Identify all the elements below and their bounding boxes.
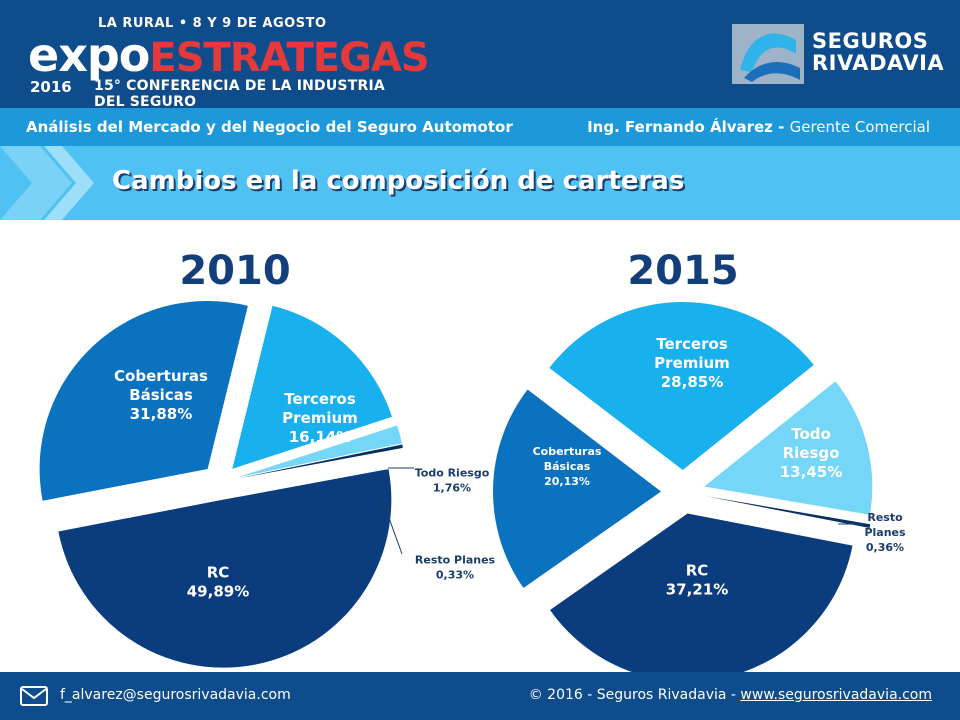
company-name-line1: SEGUROS	[812, 29, 929, 53]
top-header: LA RURAL • 8 Y 9 DE AGOSTO expoESTRATEGA…	[0, 0, 960, 110]
speaker-name: Ing. Fernando Álvarez -	[587, 118, 790, 136]
contact-email: f_alvarez@segurosrivadavia.com	[60, 687, 291, 703]
event-name: expoESTRATEGAS	[28, 32, 430, 81]
slice-value-resto-planes-2010: 0,33%	[436, 569, 474, 582]
slice-label-resto-planes-2010: Resto Planes	[415, 554, 496, 567]
chart-title-2010: 2010	[179, 248, 290, 294]
slice-value-coberturas-basicas-2015: 20,13%	[544, 475, 590, 488]
company-name: SEGUROS RIVADAVIA	[812, 30, 944, 74]
leader-line-resto-planes-2010	[375, 481, 403, 555]
title-band: Cambios en la composición de carteras	[0, 146, 960, 220]
slice-label-todo-riesgo-2015: Todo	[791, 425, 831, 443]
slice-label-rc-2010: RC	[207, 564, 230, 582]
slice-label-terceros-premium-2010: Terceros	[284, 390, 356, 408]
website-link[interactable]: www.segurosrivadavia.com	[740, 687, 932, 703]
slice-terceros-premium-2015	[549, 302, 814, 471]
slice-label-terceros-premium-2015: Premium	[654, 354, 730, 372]
slice-value-coberturas-basicas-2010: 31,88%	[130, 405, 192, 423]
mail-icon	[20, 686, 48, 706]
slice-label-todo-riesgo-2015: Riesgo	[783, 444, 840, 462]
slice-rc-2010	[58, 469, 392, 668]
expo-estrategas-logo: LA RURAL • 8 Y 9 DE AGOSTO expoESTRATEGA…	[28, 16, 430, 110]
copyright-text: © 2016 - Seguros Rivadavia -	[528, 687, 741, 703]
event-year: 2016	[30, 78, 72, 96]
slice-resto-planes-2015	[704, 495, 871, 529]
slice-value-resto-planes-2015: 0,36%	[866, 541, 904, 554]
sub-header: Análisis del Mercado y del Negocio del S…	[0, 108, 960, 146]
slice-label-terceros-premium-2010: Premium	[282, 409, 358, 427]
footer-copyright: © 2016 - Seguros Rivadavia - www.seguros…	[529, 687, 932, 703]
slice-resto-planes-2010	[237, 444, 403, 479]
slice-value-todo-riesgo-2015: 13,45%	[780, 463, 842, 481]
slice-value-todo-riesgo-2010: 1,76%	[433, 482, 471, 495]
event-name-estrategas: ESTRATEGAS	[149, 35, 429, 81]
seguros-rivadavia-logo: SEGUROS RIVADAVIA	[730, 20, 944, 90]
slice-label-resto-planes-2015: Planes	[864, 526, 906, 539]
slice-value-terceros-premium-2015: 28,85%	[661, 373, 723, 391]
slice-rc-2015	[550, 513, 853, 672]
chart-title-2015: 2015	[627, 248, 738, 294]
event-name-expo: expo	[28, 28, 150, 82]
composition-charts: 2010RC49,89%CoberturasBásicas31,88%Terce…	[39, 248, 906, 672]
rivadavia-mark-icon	[732, 24, 804, 84]
presentation-title: Análisis del Mercado y del Negocio del S…	[26, 118, 513, 136]
slice-todo-riesgo-2010	[237, 425, 402, 478]
chevron-decoration-icon	[0, 146, 94, 220]
slice-label-rc-2015: RC	[686, 562, 709, 580]
footer: f_alvarez@segurosrivadavia.com © 2016 - …	[0, 672, 960, 720]
slice-coberturas-basicas-2010	[39, 300, 248, 501]
speaker-info: Ing. Fernando Álvarez - Gerente Comercia…	[587, 118, 930, 136]
slice-terceros-premium-2010	[232, 305, 393, 469]
event-subtitle: 15° CONFERENCIA DE LA INDUSTRIA DEL SEGU…	[94, 78, 385, 110]
slice-label-terceros-premium-2015: Terceros	[656, 335, 728, 353]
slice-label-resto-planes-2015: Resto	[867, 511, 903, 524]
slice-label-coberturas-basicas-2015: Coberturas	[533, 445, 602, 458]
event-tagline: LA RURAL • 8 Y 9 DE AGOSTO	[98, 16, 327, 31]
slice-label-coberturas-basicas-2015: Básicas	[544, 460, 591, 473]
slice-value-rc-2015: 37,21%	[666, 581, 728, 599]
slice-label-coberturas-basicas-2010: Básicas	[129, 386, 193, 404]
slide-title: Cambios en la composición de carteras	[112, 166, 685, 196]
slice-value-terceros-premium-2010: 16,14%	[289, 428, 351, 446]
slice-label-todo-riesgo-2010: Todo Riesgo	[415, 467, 490, 480]
slice-label-coberturas-basicas-2010: Coberturas	[114, 367, 208, 385]
company-name-line2: RIVADAVIA	[812, 51, 945, 75]
slice-value-rc-2010: 49,89%	[187, 583, 249, 601]
slice-todo-riesgo-2015	[704, 381, 873, 515]
slice-coberturas-basicas-2015	[493, 389, 662, 589]
speaker-role: Gerente Comercial	[789, 118, 930, 136]
